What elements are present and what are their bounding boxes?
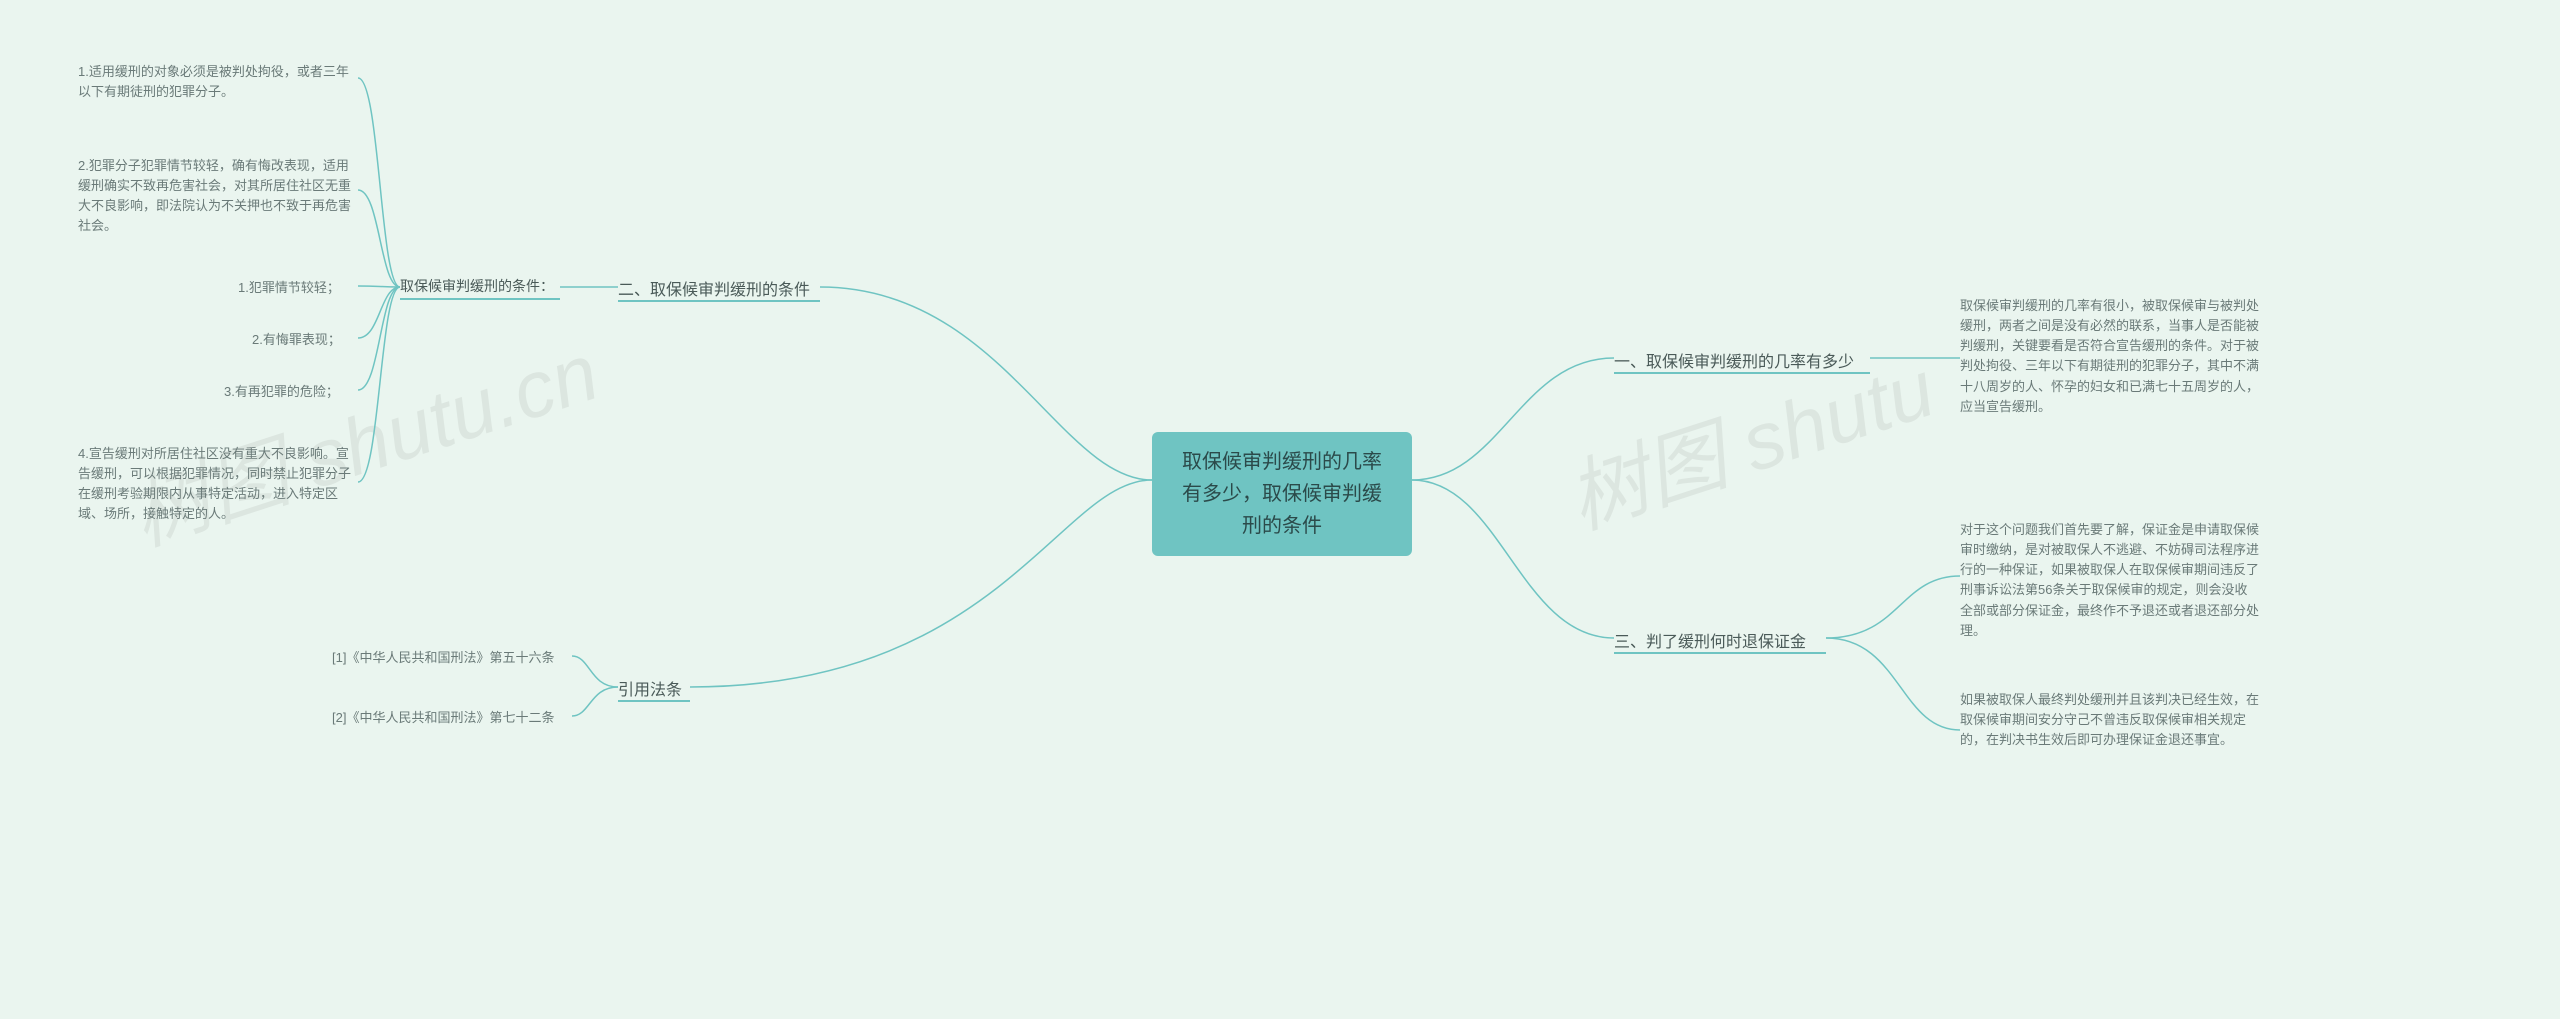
leaf-l2-2-text: 2.犯罪分子犯罪情节较轻，确有悔改表现，适用缓刑确实不致再危害社会，对其所居住社… [78,158,351,233]
leaf-l2-5-text: 3.有再犯罪的危险； [224,384,339,399]
branch-right-3-label: 三、判了缓刑何时退保证金 [1614,634,1806,651]
leaf-l2-2: 2.犯罪分子犯罪情节较轻，确有悔改表现，适用缓刑确实不致再危害社会，对其所居住社… [78,156,358,237]
leaf-l2-4: 2.有悔罪表现； [252,330,432,350]
leaf-r1-1: 取保候审判缓刑的几率有很小，被取保候审与被判处缓刑，两者之间是没有必然的联系，当… [1960,296,2260,417]
center-node: 取保候审判缓刑的几率有多少，取保候审判缓刑的条件 [1152,432,1412,556]
leaf-l2-3-text: 1.犯罪情节较轻； [238,280,340,295]
leaf-l2-6: 4.宣告缓刑对所居住社区没有重大不良影响。宣告缓刑，可以根据犯罪情况，同时禁止犯… [78,444,358,525]
leaf-l2-5: 3.有再犯罪的危险； [224,382,404,402]
branch-right-1-label: 一、取保候审判缓刑的几率有多少 [1614,354,1854,371]
sub-node-underline [400,298,560,300]
center-title: 取保候审判缓刑的几率有多少，取保候审判缓刑的条件 [1182,451,1382,537]
leaf-r1-1-text: 取保候审判缓刑的几率有很小，被取保候审与被判处缓刑，两者之间是没有必然的联系，当… [1960,298,2259,414]
leaf-l2-4-text: 2.有悔罪表现； [252,332,341,347]
leaf-l2-1: 1.适用缓刑的对象必须是被判处拘役，或者三年以下有期徒刑的犯罪分子。 [78,62,358,102]
branch-left-ref: 引用法条 [618,676,682,700]
branch-right-1-underline [1614,372,1870,374]
leaf-ref-1-text: [1]《中华人民共和国刑法》第五十六条 [332,650,554,665]
leaf-l2-3: 1.犯罪情节较轻； [238,278,418,298]
branch-left-2: 二、取保候审判缓刑的条件 [618,276,810,300]
leaf-r3-2-text: 如果被取保人最终判处缓刑并且该判决已经生效，在取保候审期间安分守己不曾违反取保候… [1960,692,2259,747]
leaf-r3-1-text: 对于这个问题我们首先要了解，保证金是申请取保候审时缴纳，是对被取保人不逃避、不妨… [1960,522,2259,638]
leaf-ref-2: [2]《中华人民共和国刑法》第七十二条 [332,708,592,728]
leaf-ref-1: [1]《中华人民共和国刑法》第五十六条 [332,648,592,668]
leaf-ref-2-text: [2]《中华人民共和国刑法》第七十二条 [332,710,554,725]
branch-right-3: 三、判了缓刑何时退保证金 [1614,628,1806,652]
leaf-r3-1: 对于这个问题我们首先要了解，保证金是申请取保候审时缴纳，是对被取保人不逃避、不妨… [1960,520,2260,641]
sub-node-label: 取保候审判缓刑的条件： [400,278,554,294]
branch-left-ref-label: 引用法条 [618,682,682,699]
leaf-l2-1-text: 1.适用缓刑的对象必须是被判处拘役，或者三年以下有期徒刑的犯罪分子。 [78,64,349,99]
branch-left-2-underline [618,300,820,302]
leaf-l2-6-text: 4.宣告缓刑对所居住社区没有重大不良影响。宣告缓刑，可以根据犯罪情况，同时禁止犯… [78,446,351,521]
branch-right-1: 一、取保候审判缓刑的几率有多少 [1614,348,1854,372]
branch-right-3-underline [1614,652,1826,654]
branch-left-ref-underline [618,700,690,702]
sub-node: 取保候审判缓刑的条件： [400,276,554,296]
leaf-r3-2: 如果被取保人最终判处缓刑并且该判决已经生效，在取保候审期间安分守己不曾违反取保候… [1960,690,2260,750]
branch-left-2-label: 二、取保候审判缓刑的条件 [618,282,810,299]
